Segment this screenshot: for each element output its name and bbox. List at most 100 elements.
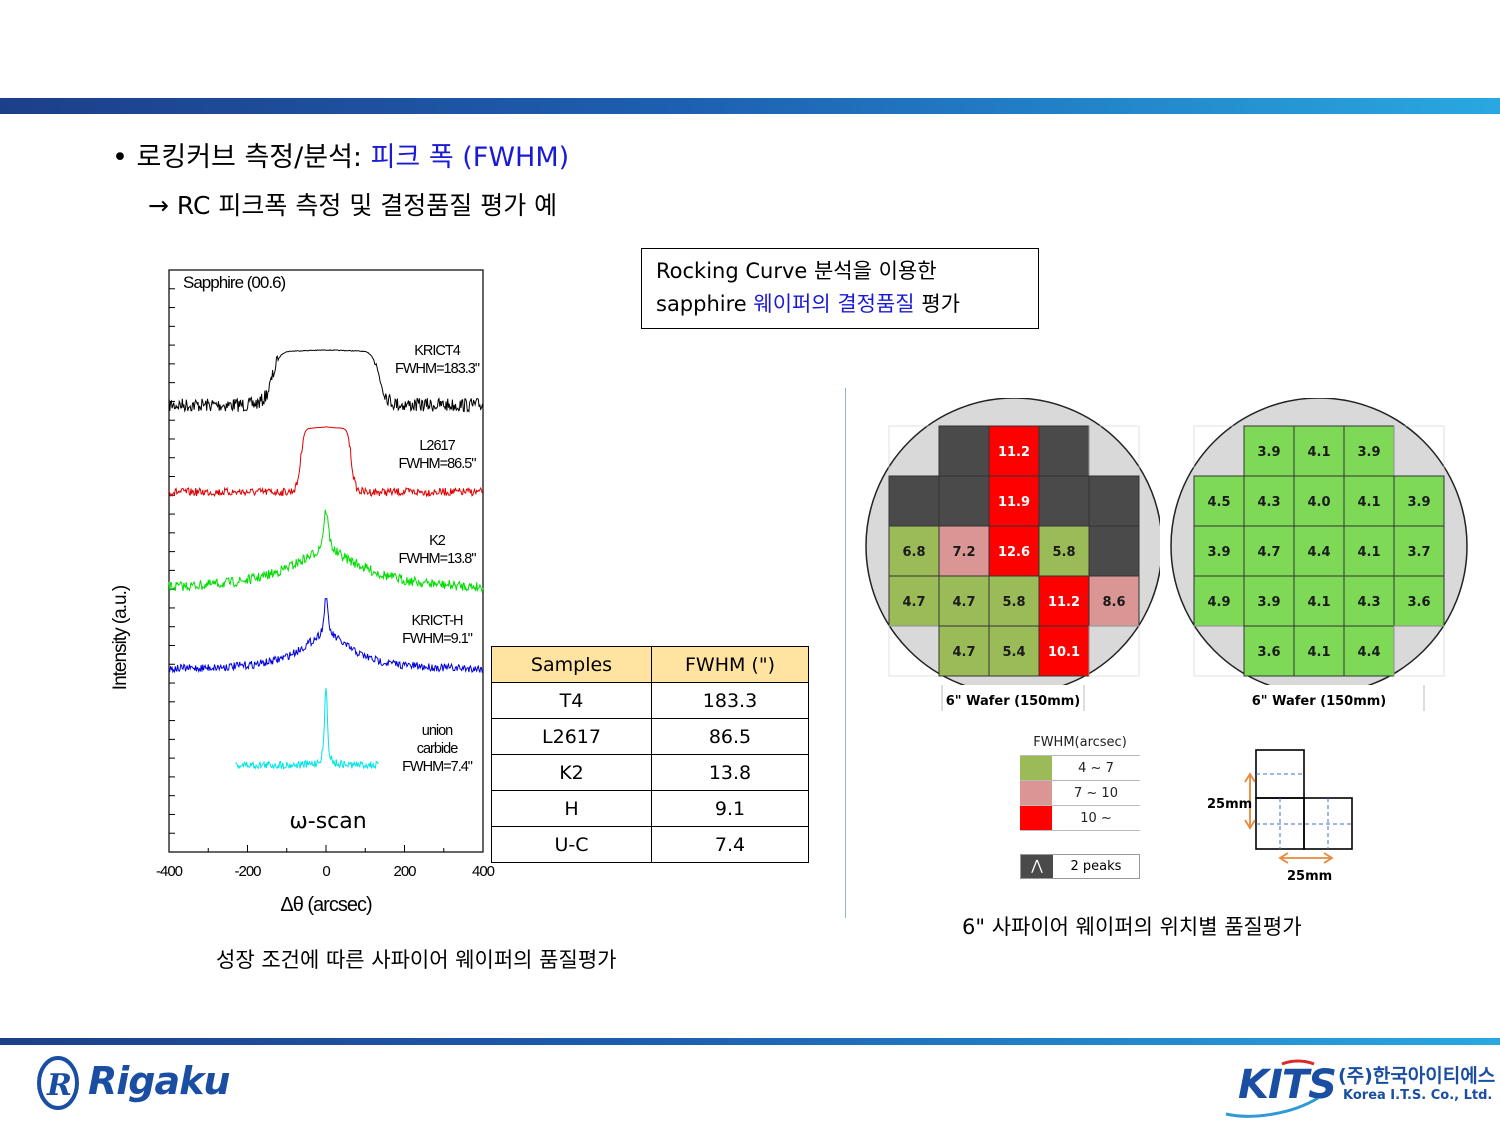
- wafer-cell-value: 4.0: [1307, 495, 1330, 510]
- table-cell: K2: [491, 754, 652, 791]
- wafer-cell-value: 12.6: [998, 545, 1030, 560]
- wafer-cell-value: 4.7: [1257, 545, 1280, 560]
- table-cell: 13.8: [651, 754, 809, 791]
- series-label: KRICT4: [414, 343, 461, 359]
- heading-prefix: • 로킹커브 측정/분석:: [112, 142, 371, 173]
- wafer-cell-value: 8.6: [1102, 595, 1125, 610]
- wafer-cell: [1393, 475, 1445, 527]
- rigaku-logo: Rigaku: [88, 1059, 230, 1103]
- wafer-cell-value: 4.5: [1207, 495, 1230, 510]
- series-line-krict4: [168, 349, 484, 413]
- table-cell: L2617: [491, 718, 652, 755]
- legend-item: 4 ~ 7: [1020, 756, 1140, 781]
- wafer-cell: [988, 425, 1040, 477]
- callout-highlight: 웨이퍼의 결정품질: [753, 292, 915, 316]
- wafer-map-right: 3.9 4.1 3.9 4.5 4.3 4.0 4.1 3.9 3.9 4.7 4.4 4.1 3.7 4…: [1170, 398, 1468, 711]
- sub-heading: → RC 피크폭 측정 및 결정품질 평가 예: [148, 191, 558, 220]
- x-tick-label: 0: [322, 863, 330, 880]
- wafer-cell: [1038, 625, 1090, 677]
- table-header-samples: Samples: [491, 646, 652, 683]
- legend-label: 4 ~ 7: [1078, 760, 1114, 776]
- x-tick-label: -200: [234, 863, 261, 880]
- wafer-cell-value: 4.1: [1307, 645, 1330, 660]
- chart-title: Sapphire (00.6): [183, 273, 286, 292]
- y-ticks: [169, 269, 175, 853]
- wafer-cell: [1193, 475, 1245, 527]
- table-row: U-C 7.4: [491, 826, 809, 863]
- wafer-cell-value: 11.9: [998, 495, 1030, 510]
- wafer-cell: [888, 525, 940, 577]
- table-header-row: Samples FWHM ("): [491, 646, 809, 683]
- wafer-cell: [1293, 475, 1345, 527]
- section-divider: [845, 388, 846, 918]
- x-ticks: -400 -200 0 200 400: [156, 845, 496, 880]
- wafer-cell: [1243, 425, 1295, 477]
- rigaku-logo-icon: R: [37, 1056, 79, 1110]
- wafer-cell-value: 7.2: [952, 545, 975, 560]
- rocking-curve-chart: -400 -200 0 200 400 KRICT4 FWHM=183.3" L2617 FW…: [110, 269, 496, 916]
- table-row: H 9.1: [491, 790, 809, 827]
- kits-swoosh: [1225, 1059, 1319, 1118]
- omega-scan-annotation: ω-scan: [289, 809, 366, 834]
- wafer-cell-value: 3.9: [1207, 545, 1230, 560]
- table-header-fwhm: FWHM ("): [651, 646, 809, 683]
- callout-line1: Rocking Curve 분석을 이용한: [656, 259, 937, 283]
- wafer-cell: [988, 475, 1040, 527]
- series-labels: KRICT4 FWHM=183.3" L2617 FWHM=86.5" K2 FWHM=1…: [395, 343, 481, 775]
- series-line-k2: [168, 509, 484, 594]
- wafer-cell: [1193, 525, 1245, 577]
- double-peak-label: 2 peaks: [1070, 859, 1122, 874]
- wafer-cell: [1293, 625, 1345, 677]
- wafer-cell-value: 5.8: [1002, 595, 1025, 610]
- series-group: [168, 349, 484, 770]
- table-cell: 7.4: [651, 826, 809, 863]
- series-label: K2: [429, 533, 446, 549]
- legend-item: 7 ~ 10: [1020, 781, 1140, 806]
- wafer-cell: [938, 525, 990, 577]
- legend-label: 10 ~: [1080, 810, 1112, 826]
- series-label: union: [422, 723, 453, 739]
- series-line-union-carbide: [235, 688, 379, 770]
- wafer-cell-value: 4.9: [1207, 595, 1230, 610]
- wafer-cell-value: 6.8: [902, 545, 925, 560]
- legend-swatch-mid: [1020, 781, 1052, 805]
- series-label: FWHM=86.5": [399, 456, 477, 472]
- wafer-cell: [988, 525, 1040, 577]
- table-cell: 9.1: [651, 790, 809, 827]
- wafer-grid: 11.2 11.9 6.8 7.2 12.6 5.8 4.7 4.7 5.8 11.2 8.6 4.7…: [888, 425, 1140, 677]
- x-tick-label: 200: [393, 863, 416, 880]
- table-row: L2617 86.5: [491, 718, 809, 755]
- wafer-cell-value: 3.9: [1257, 445, 1280, 460]
- wafer-empty-cell: [1088, 625, 1140, 677]
- series-label: FWHM=183.3": [395, 361, 480, 377]
- wafer-cell-value: 4.7: [952, 595, 975, 610]
- arrow-head: [1244, 819, 1256, 830]
- sample-size-diagram: 25mm 25mm: [1207, 749, 1353, 884]
- wafer-cell-value: 4.4: [1307, 545, 1330, 560]
- heading-bullet: • 로킹커브 측정/분석: 피크 폭 (FWHM): [112, 135, 569, 174]
- header-bar: [0, 98, 1500, 114]
- wafer-cell-value: 4.1: [1307, 445, 1330, 460]
- series-line-l2617: [168, 426, 484, 498]
- legend-item: 10 ~: [1020, 806, 1140, 831]
- horizontal-dimension-label: 25mm: [1287, 869, 1332, 884]
- legend-swatch-high: [1020, 806, 1052, 830]
- wafer-cell-value: 4.1: [1357, 495, 1380, 510]
- wafer-empty-cell: [1393, 625, 1445, 677]
- wafer-cell: [1193, 575, 1245, 627]
- wafer-cell-value: 11.2: [998, 445, 1030, 460]
- table-cell: H: [491, 790, 652, 827]
- wafer-cell-value: 11.2: [1048, 595, 1080, 610]
- wafer-label: 6" Wafer (150mm): [1252, 694, 1387, 709]
- wafer-map-left: 11.2 11.9 6.8 7.2 12.6 5.8 4.7 4.7 5.8 11.2 8.6 4.7…: [865, 398, 1160, 711]
- series-label: FWHM=9.1": [402, 631, 473, 647]
- kits-english-name: Korea I.T.S. Co., Ltd.: [1343, 1088, 1493, 1103]
- table-row: K2 13.8: [491, 754, 809, 791]
- wafer-cell: [1293, 425, 1345, 477]
- wafer-cell: [1038, 425, 1090, 477]
- wafer-cell: [1088, 475, 1140, 527]
- wafer-cell: [888, 475, 940, 527]
- table-cell: T4: [491, 682, 652, 719]
- left-caption: 성장 조건에 따른 사파이어 웨이퍼의 품질평가: [216, 948, 617, 972]
- wafer-cell: [1293, 525, 1345, 577]
